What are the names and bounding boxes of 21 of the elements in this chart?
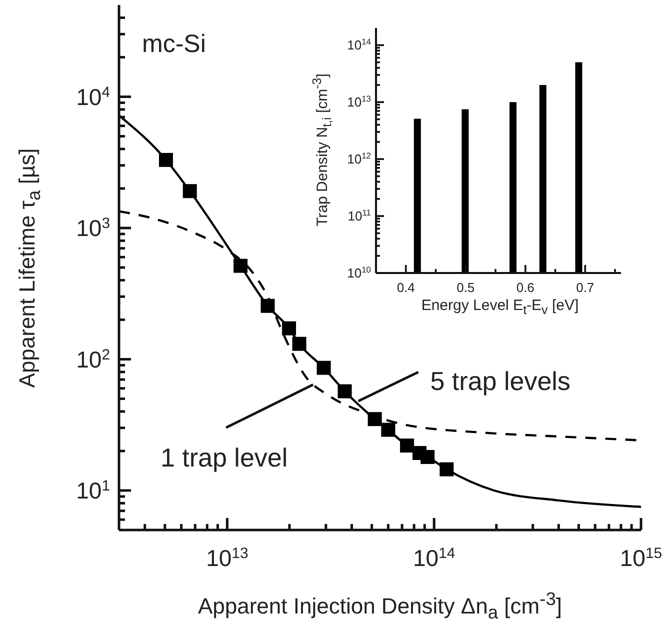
x-tick-label: 0.4 [396,280,415,295]
annotation: mc-Si [142,30,206,59]
y-tick-label: 10$^{1}$ [76,477,110,504]
y-tick-label: 10$^{14}$ [347,36,372,53]
x-tick-label: 10$^{13}$ [206,544,248,571]
y-tick-label: 10$^{3}$ [76,214,110,242]
annotation: 5 trap levels [430,366,570,396]
y-tick-label: 10$^{4}$ [76,83,110,110]
y-tick-label: 10$^{13}$ [347,94,372,110]
x-tick-label: 0.7 [576,280,594,295]
y-tick-label: 10$^{10}$ [347,264,372,281]
y-tick-label: 10$^{2}$ [76,346,110,372]
annotation: 1 trap level [160,442,288,473]
x-tick-label: 10$^{15}$ [620,544,662,571]
x-tick-label: 0.6 [516,280,534,295]
x-axis-title: Apparent Injection Density Δn$_{a}$ [cm$^{-3}$] [198,588,562,623]
x-tick-label: 10$^{14}$ [412,544,456,571]
y-tick-label: 10$^{11}$ [348,208,372,224]
x-axis-title: Energy Level E$_{t}$-E$_{v}$ [eV] [421,296,579,317]
x-tick-label: 0.5 [456,280,475,295]
y-tick-label: 10$^{12}$ [347,150,372,167]
